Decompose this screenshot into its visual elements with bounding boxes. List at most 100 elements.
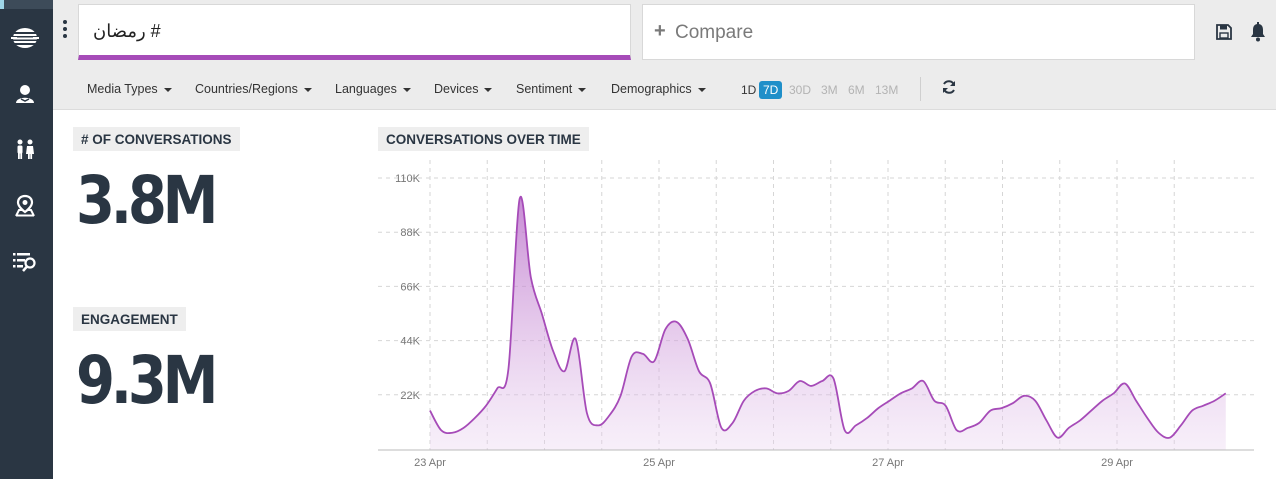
data-point	[720, 427, 722, 429]
data-point	[440, 429, 442, 431]
data-point	[1090, 409, 1092, 411]
data-point	[1146, 417, 1148, 419]
data-point	[1023, 395, 1025, 397]
search-query-text: رمضان #	[93, 21, 161, 41]
data-point	[474, 417, 476, 419]
data-point	[1180, 424, 1182, 426]
caret-down-icon	[163, 87, 172, 92]
data-point	[586, 412, 588, 414]
data-point	[1000, 407, 1002, 409]
data-point	[530, 276, 532, 278]
range-13m[interactable]: 13M	[875, 83, 899, 97]
y-tick-label: 22K	[400, 390, 420, 402]
caret-down-icon	[303, 87, 312, 92]
range-1d[interactable]: 1D	[741, 83, 757, 97]
people-icon[interactable]	[10, 135, 40, 165]
caret-down-icon	[578, 87, 587, 92]
data-point	[754, 390, 756, 392]
compare-field[interactable]: + Compare	[642, 4, 1195, 60]
user-profile-icon[interactable]	[10, 79, 40, 109]
data-point	[1079, 419, 1081, 421]
y-tick-label: 66K	[400, 281, 420, 293]
data-point	[1068, 427, 1070, 429]
range-3m[interactable]: 3M	[821, 83, 838, 97]
data-point	[978, 422, 980, 424]
data-point	[1169, 436, 1171, 438]
more-options-icon[interactable]	[61, 20, 69, 44]
data-point	[900, 392, 902, 394]
brand-logo-icon[interactable]	[10, 23, 40, 53]
y-tick-label: 88K	[400, 227, 420, 239]
save-icon[interactable]	[1213, 21, 1235, 43]
data-point	[687, 338, 689, 340]
data-point	[1135, 400, 1137, 402]
data-point	[810, 385, 812, 387]
data-point	[922, 380, 924, 382]
data-point	[1012, 402, 1014, 404]
data-point	[485, 404, 487, 406]
filter-media-types[interactable]: Media Types	[87, 82, 172, 96]
filter-demographics[interactable]: Demographics	[611, 82, 706, 96]
data-point	[575, 338, 577, 340]
caret-down-icon	[697, 87, 706, 92]
range-6m[interactable]: 6M	[848, 83, 865, 97]
search-query-field[interactable]: رمضان #	[78, 4, 631, 60]
filter-languages[interactable]: Languages	[335, 82, 411, 96]
data-point	[496, 387, 498, 389]
data-point	[743, 400, 745, 402]
range-30d[interactable]: 30D	[789, 83, 812, 97]
data-point	[552, 350, 554, 352]
data-point	[989, 409, 991, 411]
data-point	[1045, 419, 1047, 421]
x-tick-label: 29 Apr	[1101, 457, 1133, 469]
data-point	[1101, 400, 1103, 402]
list-search-icon[interactable]	[10, 247, 40, 277]
data-point	[776, 392, 778, 394]
data-point	[507, 368, 509, 370]
data-point	[563, 370, 565, 372]
engagement-value: 9.3M	[76, 342, 218, 419]
data-point	[787, 390, 789, 392]
data-point	[1157, 432, 1159, 434]
series-area	[430, 196, 1226, 450]
filter-devices[interactable]: Devices	[434, 82, 493, 96]
data-point	[765, 387, 767, 389]
data-point	[619, 395, 621, 397]
filter-label: Languages	[335, 82, 397, 96]
conversations-label: # OF CONVERSATIONS	[73, 127, 240, 151]
x-tick-label: 23 Apr	[414, 457, 446, 469]
conversations-value: 3.8M	[76, 162, 218, 239]
refresh-icon[interactable]	[941, 79, 959, 97]
chart-x-ticks: 23 Apr 25 Apr 27 Apr 29 Apr	[414, 457, 1133, 469]
data-point	[1225, 392, 1227, 394]
data-point	[967, 427, 969, 429]
caret-down-icon	[402, 87, 411, 92]
plus-icon: +	[654, 20, 666, 42]
filter-label: Devices	[434, 82, 479, 96]
filter-countries-regions[interactable]: Countries/Regions	[195, 82, 312, 96]
range-7d[interactable]: 7D	[759, 81, 783, 99]
filter-label: Sentiment	[516, 82, 573, 96]
data-point	[642, 353, 644, 355]
y-tick-label: 44K	[400, 336, 420, 348]
data-point	[653, 360, 655, 362]
series-line	[429, 195, 1227, 439]
data-point	[944, 404, 946, 406]
sidebar-top-accent	[0, 0, 53, 9]
location-pin-icon[interactable]	[10, 191, 40, 221]
data-point	[462, 427, 464, 429]
filter-sentiment[interactable]: Sentiment	[516, 82, 587, 96]
bell-icon[interactable]	[1247, 21, 1269, 43]
data-point	[832, 377, 834, 379]
chart-title: CONVERSATIONS OVER TIME	[378, 127, 589, 151]
filter-label: Demographics	[611, 82, 692, 96]
conversations-over-time-chart: 110K 88K 66K 44K 22K 23 Apr 25 Apr 27 Apr 29 Ap…	[378, 160, 1254, 469]
data-point	[821, 380, 823, 382]
filter-label: Media Types	[87, 82, 158, 96]
data-point	[518, 198, 520, 200]
data-point	[843, 429, 845, 431]
data-point	[608, 414, 610, 416]
data-point	[698, 370, 700, 372]
data-point	[1213, 400, 1215, 402]
y-tick-label: 110K	[395, 173, 421, 185]
